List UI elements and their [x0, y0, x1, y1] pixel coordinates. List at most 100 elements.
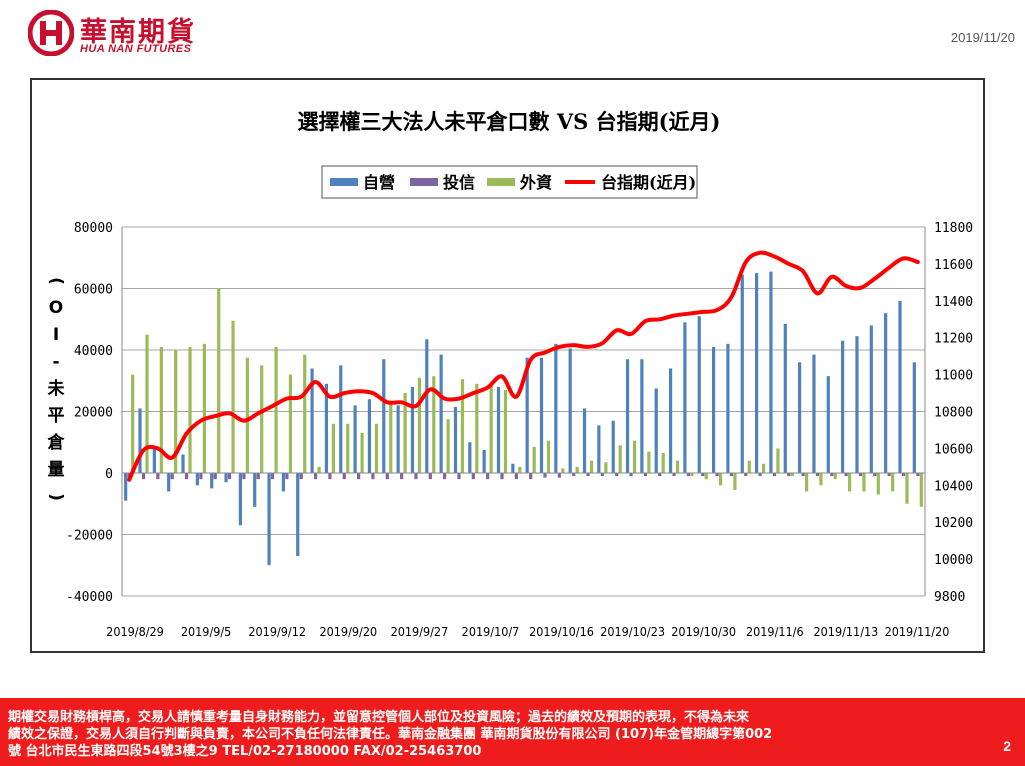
bar-1-23 — [457, 473, 461, 480]
bar-1-15 — [342, 473, 346, 480]
y2-tick-label: 11000 — [934, 369, 973, 384]
bar-2-3 — [174, 350, 178, 473]
bar-0-7 — [224, 473, 228, 483]
bar-1-14 — [328, 473, 332, 480]
bar-2-4 — [188, 346, 192, 473]
y-tick-label: -40000 — [66, 590, 113, 605]
bar-2-41 — [718, 473, 723, 486]
bar-2-9 — [260, 365, 264, 474]
bar-2-21 — [432, 376, 436, 473]
bar-1-44 — [758, 473, 762, 477]
bar-2-23 — [460, 379, 465, 473]
bar-0-27 — [511, 463, 515, 473]
bar-2-37 — [661, 453, 665, 473]
chart-gridlines — [122, 226, 925, 597]
bar-1-31 — [572, 473, 576, 477]
bar-1-26 — [500, 473, 504, 480]
logo-chinese-name: 華南期貨 — [80, 17, 196, 48]
bar-1-25 — [486, 473, 490, 480]
page-number: 2 — [1003, 738, 1011, 754]
bar-0-11 — [281, 473, 285, 492]
bar-0-9 — [253, 473, 257, 507]
bar-1-4 — [184, 473, 189, 480]
bar-2-35 — [632, 440, 637, 473]
bar-1-9 — [256, 473, 260, 480]
bar-0-22 — [439, 354, 443, 473]
bar-0-48 — [812, 354, 816, 473]
bar-2-19 — [403, 393, 407, 473]
y-label-char: O — [49, 298, 63, 318]
legend-label-2: 外資 — [519, 173, 552, 192]
bar-0-14 — [324, 383, 329, 473]
bar-1-29 — [543, 473, 547, 478]
bar-0-13 — [310, 368, 314, 473]
bar-0-4 — [181, 454, 185, 473]
y2-tick-label: 9800 — [934, 590, 965, 605]
bar-2-50 — [848, 473, 852, 492]
bar-0-38 — [668, 368, 673, 473]
bar-1-17 — [371, 473, 375, 480]
x-tick-label: 2019/9/12 — [248, 624, 306, 639]
bar-2-49 — [833, 473, 837, 480]
bar-1-52 — [873, 473, 877, 477]
bar-2-13 — [317, 466, 321, 473]
bar-1-3 — [170, 473, 174, 480]
bar-0-43 — [740, 274, 744, 473]
y2-tick-label: 10800 — [934, 406, 973, 421]
bar-2-27 — [518, 466, 522, 473]
y-tick-label: 80000 — [74, 221, 113, 236]
bar-2-38 — [675, 460, 680, 473]
x-tick-label: 2019/11/20 — [885, 624, 950, 639]
bar-1-37 — [658, 473, 662, 477]
legend-swatch-1 — [410, 178, 438, 186]
bar-1-16 — [357, 473, 361, 480]
y-label-char: ( — [46, 277, 66, 285]
right-y-ticks: 11800 11600 11400 11200 11000 10800 10600 10400… — [934, 221, 973, 605]
bar-0-39 — [683, 322, 687, 473]
bar-0-49 — [826, 376, 830, 473]
bar-0-16 — [353, 405, 357, 473]
y2-tick-label: 10200 — [934, 516, 973, 531]
logo-english-name: HUA NAN FUTURES — [80, 43, 192, 55]
disclaimer-line-1: 期權交易財務槓桿高，交易人請慎重考量自身財務能力，並留意控管個人部位及投資風險；… — [8, 710, 750, 725]
bar-2-32 — [589, 460, 594, 473]
bar-2-52 — [876, 473, 880, 495]
legend-label-3: 台指期(近月) — [601, 173, 696, 192]
bar-2-26 — [503, 389, 508, 473]
bar-1-38 — [672, 473, 676, 477]
bar-2-14 — [331, 423, 336, 473]
bar-2-48 — [819, 473, 823, 486]
bar-2-46 — [790, 473, 794, 477]
bar-0-55 — [912, 362, 916, 473]
bar-2-40 — [704, 473, 708, 480]
bar-2-55 — [919, 473, 923, 507]
bar-0-33 — [597, 425, 601, 473]
legend-swatch-0 — [330, 178, 358, 186]
legend-swatch-2 — [487, 178, 515, 186]
disclaimer-footer: 期權交易財務槓桿高，交易人請慎重考量自身財務能力，並留意控管個人部位及投資風險；… — [0, 698, 1025, 766]
bar-1-46 — [787, 473, 791, 477]
bar-0-31 — [568, 348, 572, 473]
bar-0-21 — [425, 339, 429, 473]
bar-2-44 — [762, 463, 766, 473]
bar-1-19 — [400, 473, 404, 480]
bar-2-53 — [891, 473, 895, 492]
bar-1-48 — [815, 473, 820, 477]
bar-1-42 — [729, 473, 734, 477]
bar-2-42 — [733, 473, 737, 490]
bar-1-5 — [199, 473, 203, 480]
bar-0-42 — [726, 343, 730, 473]
chart-title: 選擇權三大法人未平倉口數 VS 台指期(近月) — [298, 109, 721, 134]
x-tick-label: 2019/10/23 — [600, 624, 665, 639]
chart-index-line — [127, 250, 920, 482]
x-tick-label: 2019/11/13 — [813, 624, 878, 639]
y-label-char: 平 — [48, 406, 65, 426]
bar-2-22 — [446, 419, 450, 473]
disclaimer-line-3: 號 台北市民生東路四段54號3樓之9 TEL/02-27180000 FAX/0… — [8, 744, 482, 759]
report-date: 2019/11/20 — [950, 30, 1015, 45]
bar-2-18 — [389, 400, 393, 473]
bar-0-5 — [195, 473, 199, 486]
x-tick-label: 2019/11/6 — [746, 624, 804, 639]
x-tick-label: 2019/9/5 — [181, 624, 232, 639]
x-tick-label: 2019/9/27 — [391, 624, 449, 639]
